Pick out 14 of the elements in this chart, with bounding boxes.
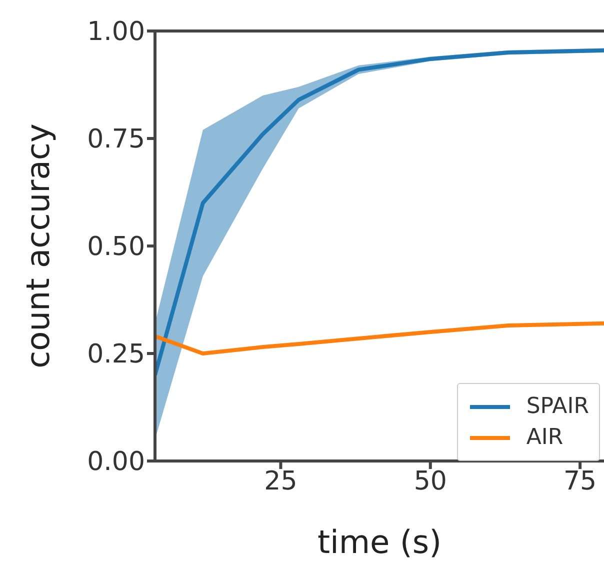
- x-axis-title: time (s): [317, 523, 442, 561]
- legend-label: AIR: [526, 425, 564, 450]
- x-tick-label: 25: [264, 466, 298, 496]
- line-series: [155, 321, 604, 356]
- y-tick-label: 0.50: [87, 232, 145, 262]
- y-axis-title: count accuracy: [18, 124, 57, 368]
- y-tick-label: 0.00: [87, 447, 145, 478]
- y-tick-label: 0.75: [87, 124, 145, 155]
- x-tick-label: 50: [414, 466, 447, 496]
- x-tick-label: 75: [564, 466, 597, 496]
- legend-label: SPAIR: [526, 394, 589, 419]
- y-tick-label: 1.00: [87, 17, 145, 48]
- line-series: [155, 48, 604, 377]
- y-tick-label: 0.25: [87, 340, 145, 370]
